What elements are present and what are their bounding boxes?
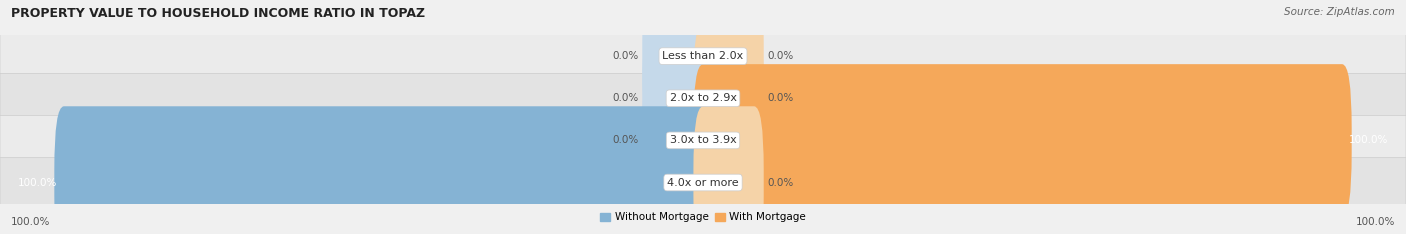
Text: 100.0%: 100.0% — [1355, 217, 1395, 227]
Text: 2.0x to 2.9x: 2.0x to 2.9x — [669, 93, 737, 103]
Legend: Without Mortgage, With Mortgage: Without Mortgage, With Mortgage — [596, 208, 810, 227]
Text: 0.0%: 0.0% — [613, 135, 640, 145]
Text: PROPERTY VALUE TO HOUSEHOLD INCOME RATIO IN TOPAZ: PROPERTY VALUE TO HOUSEHOLD INCOME RATIO… — [11, 7, 426, 20]
FancyBboxPatch shape — [55, 106, 713, 234]
FancyBboxPatch shape — [693, 22, 763, 175]
Text: 0.0%: 0.0% — [766, 51, 793, 61]
FancyBboxPatch shape — [643, 64, 713, 217]
Text: 100.0%: 100.0% — [1348, 135, 1388, 145]
Text: Less than 2.0x: Less than 2.0x — [662, 51, 744, 61]
Text: 3.0x to 3.9x: 3.0x to 3.9x — [669, 135, 737, 145]
Text: 100.0%: 100.0% — [11, 217, 51, 227]
FancyBboxPatch shape — [693, 64, 1351, 217]
FancyBboxPatch shape — [693, 106, 763, 234]
FancyBboxPatch shape — [0, 116, 1406, 165]
FancyBboxPatch shape — [0, 31, 1406, 81]
FancyBboxPatch shape — [643, 0, 713, 132]
Text: 0.0%: 0.0% — [766, 93, 793, 103]
FancyBboxPatch shape — [693, 0, 763, 132]
FancyBboxPatch shape — [0, 73, 1406, 123]
FancyBboxPatch shape — [643, 22, 713, 175]
Text: 0.0%: 0.0% — [766, 178, 793, 187]
Text: 100.0%: 100.0% — [18, 178, 58, 187]
FancyBboxPatch shape — [0, 158, 1406, 207]
Text: Source: ZipAtlas.com: Source: ZipAtlas.com — [1284, 7, 1395, 17]
Text: 4.0x or more: 4.0x or more — [668, 178, 738, 187]
Text: 0.0%: 0.0% — [613, 93, 640, 103]
Text: 0.0%: 0.0% — [613, 51, 640, 61]
